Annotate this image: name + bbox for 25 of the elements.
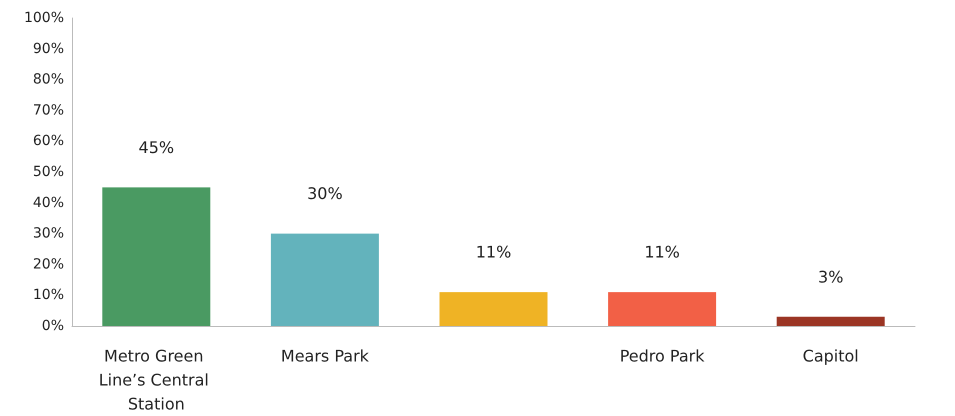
bar [270, 234, 379, 326]
y-tick-label: 90% [32, 40, 64, 57]
y-tick-label: 10% [32, 287, 64, 304]
bar [776, 316, 885, 326]
x-tick-label: Mears Park [280, 346, 370, 366]
data-label: 45% [138, 138, 174, 157]
x-tick-label: Metro Green Line’s Central Station [98, 346, 214, 414]
y-tick-label: 60% [32, 133, 64, 150]
y-tick-label: 0% [42, 318, 64, 334]
data-label: 11% [476, 242, 512, 262]
bar [102, 187, 210, 326]
data-label: 3% [818, 267, 844, 286]
x-tick-label: Pedro Park [620, 346, 706, 366]
bar [608, 292, 716, 326]
data-label: 30% [307, 184, 343, 204]
y-tick-label: 20% [32, 256, 64, 272]
y-tick-label: 100% [24, 10, 64, 26]
y-tick-label: 80% [32, 72, 64, 88]
bar [440, 292, 548, 326]
y-tick-label: 30% [32, 226, 64, 242]
data-label: 11% [644, 242, 680, 262]
x-tick-label: Capitol [802, 346, 859, 366]
y-tick-label: 50% [32, 164, 64, 180]
y-tick-label: 70% [32, 102, 64, 118]
y-tick-label: 40% [32, 194, 64, 211]
